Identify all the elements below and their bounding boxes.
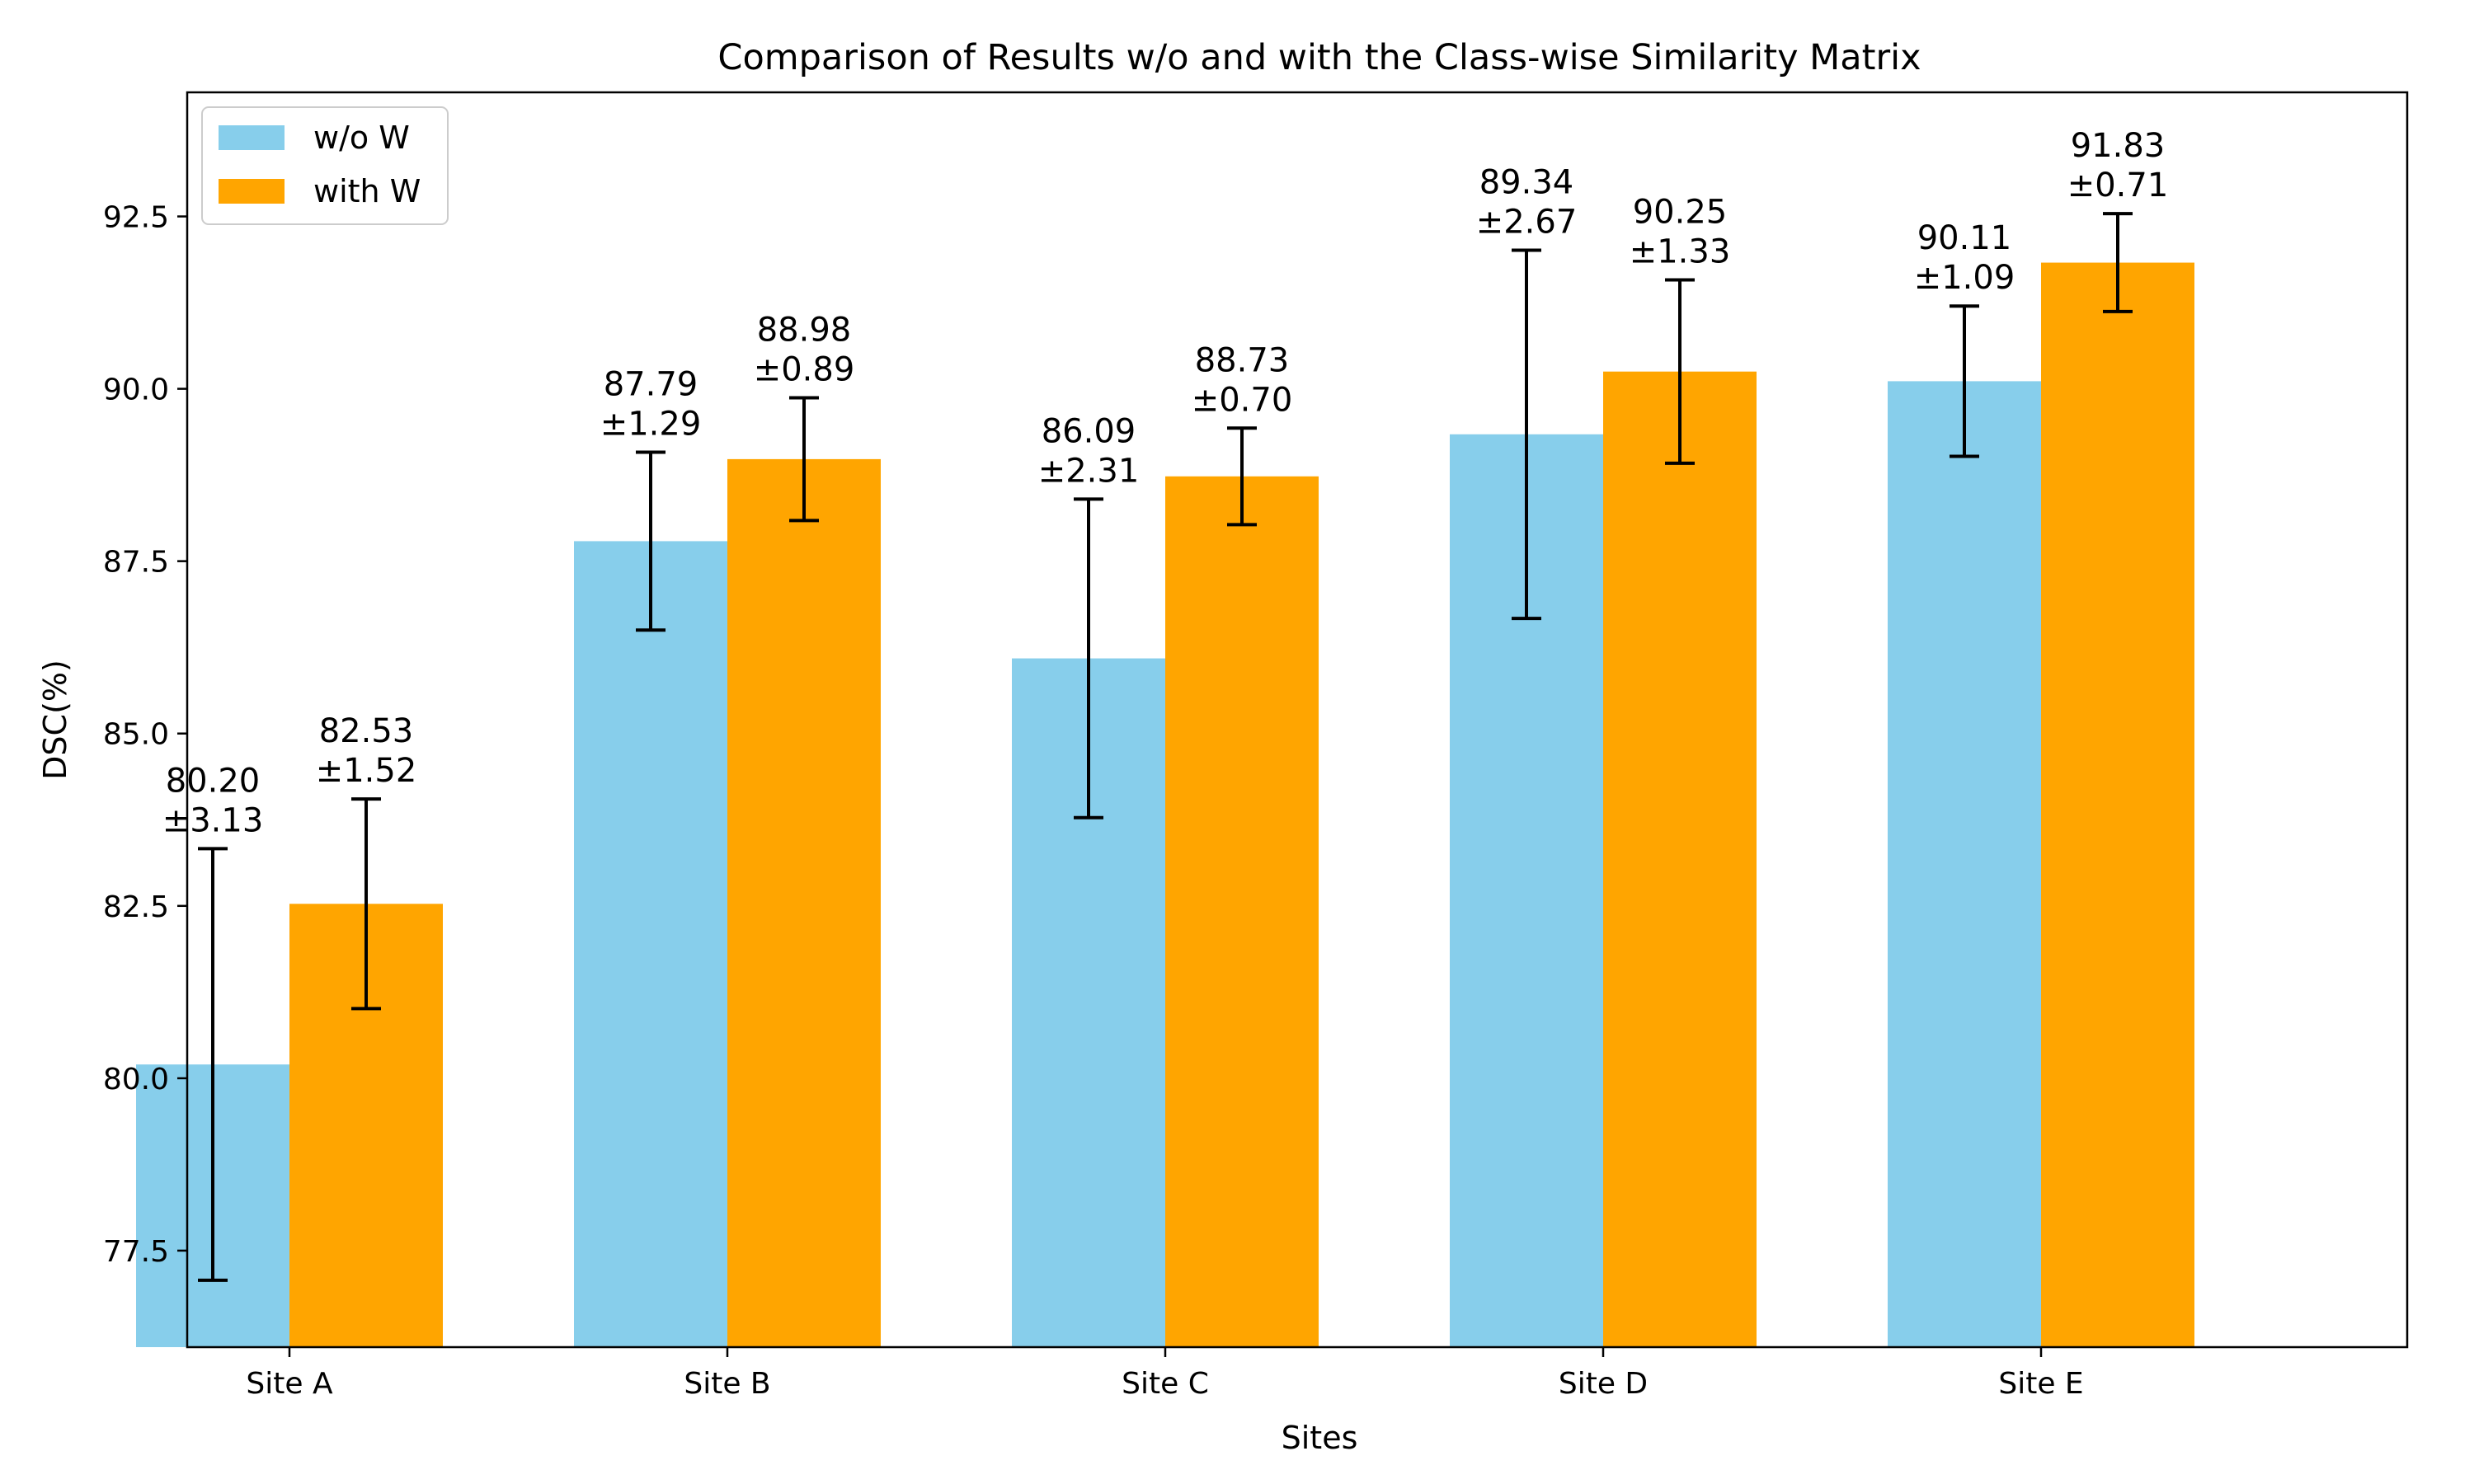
x-tick-label: Site C — [1122, 1367, 1209, 1401]
legend-label-with-w: with W — [313, 173, 421, 209]
data-label-error-site-d-w-o-w: ±2.67 — [1476, 204, 1578, 242]
data-label-value-site-a-w-o-w: 80.20 — [166, 762, 261, 800]
y-tick-label: 80.0 — [103, 1063, 169, 1097]
bar-site-d-with-w — [1603, 371, 1757, 1348]
data-label-value-site-c-w-o-w: 86.09 — [1042, 412, 1136, 450]
legend: w/o W with W — [201, 106, 449, 225]
y-tick-label: 82.5 — [103, 890, 169, 924]
data-label-error-site-b-with-w: ±0.89 — [754, 350, 855, 388]
data-label-value-site-d-w-o-w: 89.34 — [1479, 164, 1574, 202]
y-tick-label: 85.0 — [103, 718, 169, 752]
bar-site-b-w-o-w — [574, 541, 727, 1347]
y-tick-label: 77.5 — [103, 1235, 169, 1269]
bar-site-c-with-w — [1165, 476, 1319, 1348]
data-label-error-site-b-w-o-w: ±1.29 — [600, 406, 702, 444]
x-tick-label: Site B — [684, 1367, 770, 1401]
x-axis-label: Sites — [1282, 1420, 1358, 1456]
legend-swatch-wo-w — [219, 125, 285, 150]
x-tick-label: Site D — [1559, 1367, 1648, 1401]
data-label-error-site-c-with-w: ±0.70 — [1192, 381, 1293, 419]
y-tick-label: 92.5 — [103, 201, 169, 235]
axes: Site A Site B Site C Site D Site E 77.5 80.0 82… — [103, 201, 2084, 1401]
x-tick-label: Site A — [246, 1367, 333, 1401]
data-label-error-site-e-w-o-w: ±1.09 — [1914, 259, 2015, 297]
plot-area: 80.20±3.13 82.53±1.52 87.79±1.29 88.98±0.89… — [136, 127, 2194, 1348]
y-tick-label: 90.0 — [103, 373, 169, 407]
data-label-error-site-d-with-w: ±1.33 — [1630, 232, 1731, 270]
legend-swatch-with-w — [219, 179, 285, 204]
data-label-value-site-b-w-o-w: 87.79 — [604, 366, 698, 404]
data-label-error-site-c-w-o-w: ±2.31 — [1038, 452, 1140, 490]
data-label-value-site-e-w-o-w: 90.11 — [1917, 219, 2012, 257]
y-axis-label: DSC(%) — [37, 660, 73, 780]
data-label-value-site-e-with-w: 91.83 — [2071, 127, 2166, 165]
data-label-value-site-d-with-w: 90.25 — [1633, 193, 1728, 231]
data-label-value-site-a-with-w: 82.53 — [319, 712, 414, 750]
bar-site-e-w-o-w — [1888, 381, 2041, 1347]
x-tick-label: Site E — [1998, 1367, 2083, 1401]
chart-title: Comparison of Results w/o and with the C… — [717, 37, 1921, 78]
data-label-value-site-b-with-w: 88.98 — [757, 311, 852, 349]
legend-label-wo-w: w/o W — [313, 120, 410, 156]
y-tick-label: 87.5 — [103, 546, 169, 580]
bar-site-b-with-w — [727, 458, 881, 1347]
bar-site-e-with-w — [2041, 262, 2194, 1347]
data-label-error-site-e-with-w: ±0.71 — [2067, 167, 2169, 204]
data-label-value-site-c-with-w: 88.73 — [1195, 341, 1290, 379]
plot-frame — [186, 91, 2409, 1349]
data-label-error-site-a-w-o-w: ±3.13 — [162, 801, 264, 839]
data-label-error-site-a-with-w: ±1.52 — [316, 752, 417, 790]
